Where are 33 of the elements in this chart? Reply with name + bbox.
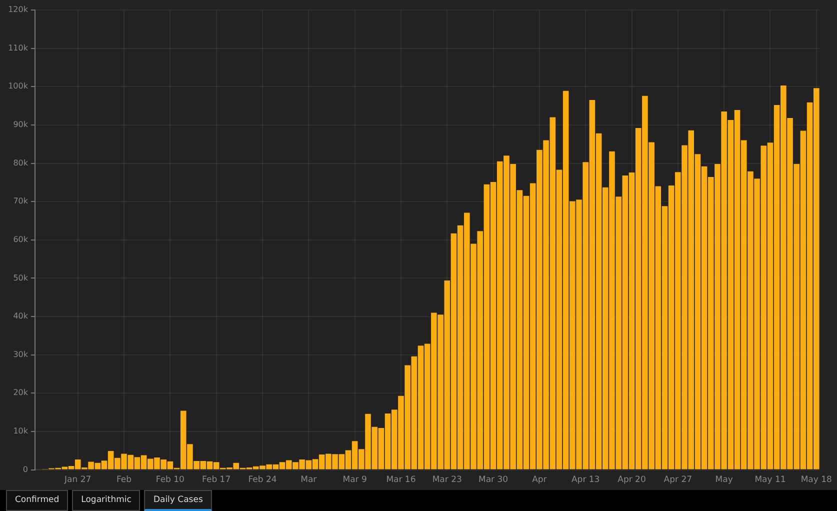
y-tick-label: 10k: [13, 426, 28, 436]
x-tick-label: Feb 10: [156, 475, 184, 486]
text: Confirmed: [6, 490, 68, 511]
text: Daily Cases: [144, 490, 212, 511]
x-tick-label: Mar: [300, 475, 318, 486]
x-tick-label: Mar 30: [478, 475, 508, 486]
x-tick-label: Feb: [116, 475, 132, 486]
y-tick-label: 60k: [13, 234, 28, 244]
x-tick-label: May: [715, 475, 733, 486]
y-tick-label: 90k: [13, 120, 28, 130]
y-tick-label: 40k: [13, 312, 28, 321]
y-tick-label: 70k: [13, 196, 28, 206]
y-tick-label: 50k: [13, 273, 28, 282]
x-tick-label: Feb 17: [202, 475, 231, 486]
y-tick-label: 100k: [8, 82, 28, 91]
x-tick-label: Feb 24: [248, 475, 277, 486]
x-tick-label: May 18: [800, 475, 832, 486]
text: Logarithmic: [72, 490, 140, 511]
x-tick-label: Apr 27: [664, 475, 692, 486]
y-tick-label: 0: [22, 464, 28, 474]
x-tick-label: Apr 20: [618, 475, 646, 486]
x-tick-label: May 11: [754, 475, 786, 486]
y-tick-label: 80k: [13, 158, 28, 168]
y-tick-label: 120k: [8, 5, 28, 14]
x-tick-label: Mar 16: [386, 475, 416, 486]
y-tick-label: 30k: [13, 350, 28, 359]
y-tick-label: 110k: [8, 43, 28, 52]
x-tick-label: Apr: [532, 475, 548, 486]
x-tick-label: Mar 23: [432, 475, 462, 486]
y-tick-label: 20k: [13, 388, 28, 398]
x-tick-label: Mar 9: [342, 475, 367, 486]
x-tick-label: Apr 13: [571, 475, 600, 486]
x-tick-label: Jan 27: [64, 475, 92, 486]
